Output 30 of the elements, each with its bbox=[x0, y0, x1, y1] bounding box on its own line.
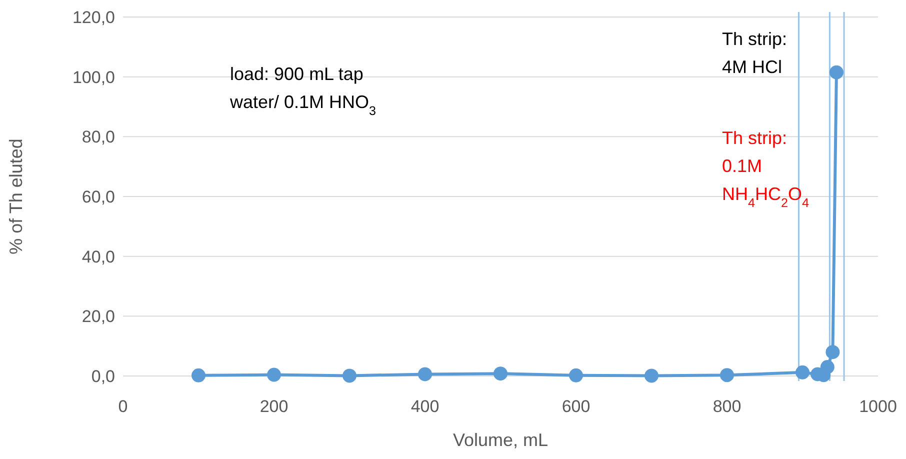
y-tick-label: 120,0 bbox=[72, 8, 115, 27]
annotation: load: 900 mL tap water/ 0.1M HNO$_{3}$ bbox=[229, 64, 376, 118]
x-tick-label: 400 bbox=[410, 397, 440, 416]
y-tick-label: 100,0 bbox=[72, 68, 115, 87]
y-tick-label: 20,0 bbox=[82, 307, 115, 326]
point bbox=[820, 360, 834, 374]
point bbox=[418, 367, 432, 382]
point bbox=[720, 368, 734, 382]
point bbox=[644, 368, 658, 383]
x-tick-label: 1000 bbox=[859, 397, 897, 416]
point bbox=[267, 368, 281, 382]
x-tick-label: 800 bbox=[712, 397, 742, 416]
x-tick-label: 600 bbox=[562, 397, 590, 416]
annotation: Th strip: 0.1M NH$_{4}$HC$_{2}$O$_{4}$ bbox=[722, 128, 810, 210]
point bbox=[826, 345, 840, 360]
y-tick-label: 60,0 bbox=[82, 187, 115, 206]
y-axis-title: % of Th eluted bbox=[6, 138, 26, 254]
annotation: Th strip: 4M HCl bbox=[722, 29, 788, 77]
y-tick-label: 0,0 bbox=[91, 366, 115, 386]
x-tick-label: 0 bbox=[118, 397, 128, 416]
y-tick-label: 40,0 bbox=[82, 247, 115, 266]
point bbox=[829, 65, 844, 80]
point bbox=[494, 366, 508, 381]
point bbox=[796, 365, 810, 380]
point bbox=[192, 368, 206, 382]
y-tick-label: 80,0 bbox=[82, 128, 115, 147]
point bbox=[342, 368, 356, 383]
x-tick-label: 200 bbox=[260, 397, 288, 416]
point bbox=[569, 368, 583, 382]
x-axis-title: Volume, mL bbox=[452, 430, 548, 450]
